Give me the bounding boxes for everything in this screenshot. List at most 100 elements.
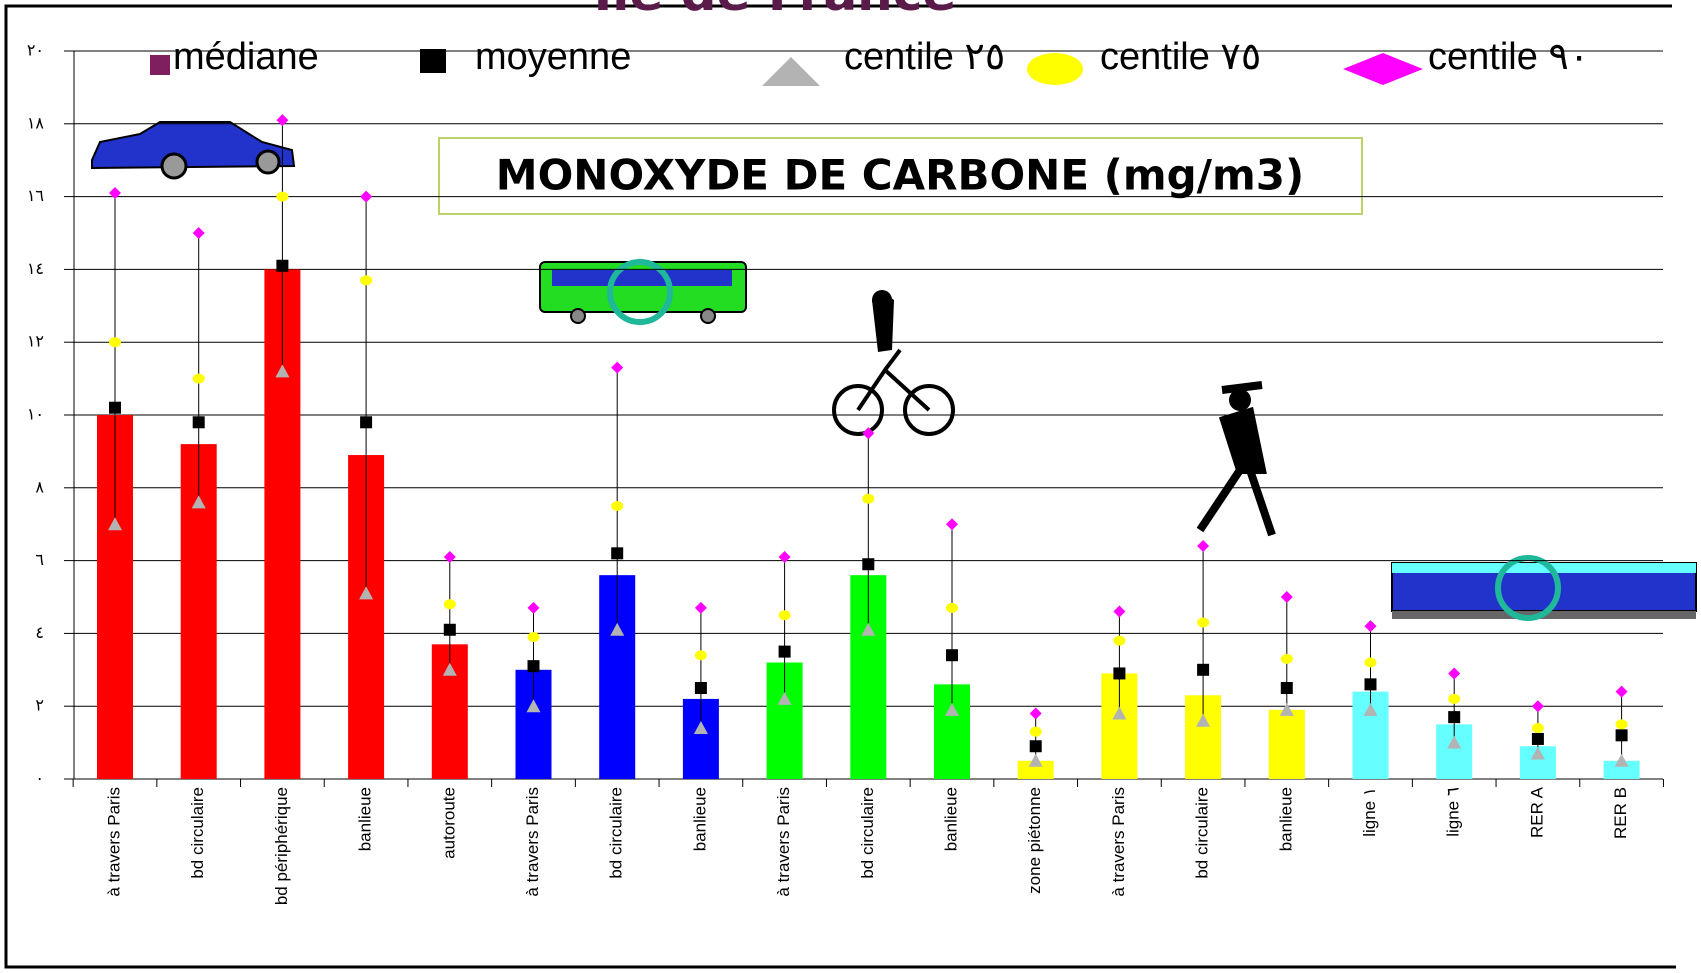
- mean-marker: [778, 645, 791, 658]
- p90-marker: [360, 190, 373, 203]
- bar: [1017, 760, 1054, 779]
- mean-marker: [1615, 729, 1628, 742]
- p25-marker: [275, 364, 290, 378]
- legend-item: médiane: [150, 36, 319, 78]
- p90-marker: [192, 227, 205, 239]
- p25-marker: [1112, 706, 1127, 720]
- mean-marker: [862, 558, 875, 571]
- legend-item: moyenne: [420, 36, 631, 78]
- p75-marker: [443, 599, 456, 610]
- p75-marker: [1113, 635, 1126, 646]
- chart-title: Ile de France: [594, 0, 957, 22]
- p75-marker: [1197, 617, 1210, 628]
- p75-marker: [527, 632, 540, 643]
- x-tick-label: autoroute: [439, 787, 458, 859]
- y-tick-label: ٢٠: [27, 41, 44, 60]
- p25-marker: [108, 517, 122, 531]
- chart-subtitle: MONOXYDE DE CARBONE (mg/m3): [496, 151, 1304, 200]
- y-tick-label: ١٢: [27, 332, 44, 351]
- p90-marker: [862, 427, 875, 440]
- p25-marker: [777, 691, 792, 705]
- x-tick-label: banlieue: [1276, 787, 1295, 851]
- legend-swatch: [762, 57, 820, 86]
- x-tick-label: bd circulaire: [1193, 787, 1212, 879]
- y-tick-label: ٠: [35, 769, 44, 788]
- y-tick-label: ٢: [35, 696, 44, 715]
- legend-item: centile ٢٥: [762, 36, 1005, 86]
- x-tick-label: bd circulaire: [858, 787, 877, 879]
- frame: [4, 4, 1676, 969]
- x-tick-label: bd périphérique: [272, 787, 291, 905]
- p75-marker: [276, 191, 289, 202]
- p75-marker: [1280, 653, 1293, 664]
- p25-marker: [1614, 753, 1629, 767]
- p90-marker: [1197, 540, 1210, 553]
- x-tick-label: à travers Paris: [1109, 787, 1128, 897]
- p75-marker: [778, 610, 791, 621]
- mean-marker: [1364, 678, 1377, 691]
- p25-marker: [1363, 702, 1378, 716]
- mean-marker: [1197, 663, 1210, 676]
- legend-label: centile ٩٠: [1428, 36, 1589, 78]
- p25-marker: [359, 586, 374, 600]
- p90-marker: [1029, 707, 1042, 720]
- legend-label: médiane: [173, 36, 319, 78]
- legend-swatch: [1343, 53, 1423, 85]
- legend-swatch: [1027, 53, 1083, 85]
- legend-item: centile ٩٠: [1343, 36, 1589, 85]
- train-icon: [1391, 555, 1697, 621]
- p90-marker: [1113, 605, 1126, 618]
- x-tick-label: RER B: [1611, 787, 1630, 839]
- p90-marker: [527, 601, 540, 614]
- p90-marker: [443, 550, 456, 563]
- p90-marker: [611, 361, 624, 374]
- p90-marker: [1364, 620, 1377, 633]
- p75-marker: [694, 650, 707, 661]
- p25-marker: [1530, 746, 1545, 760]
- p25-marker: [610, 622, 625, 636]
- mean-marker: [527, 660, 540, 673]
- x-tick-label: à travers Paris: [774, 787, 793, 897]
- x-tick-label: banlieue: [941, 787, 960, 851]
- p25-marker: [861, 622, 876, 636]
- y-tick-label: ٨: [35, 477, 44, 496]
- bar: [1268, 709, 1305, 779]
- p75-marker: [611, 501, 624, 511]
- p25-marker: [693, 721, 708, 735]
- x-tick-label: bd circulaire: [188, 787, 207, 879]
- p90-marker: [1615, 685, 1628, 698]
- p25-marker: [1028, 753, 1043, 767]
- p90-marker: [1280, 591, 1293, 603]
- mean-marker: [1113, 667, 1126, 680]
- p75-marker: [360, 275, 373, 286]
- y-tick-label: ١٠: [27, 405, 44, 424]
- mean-marker: [694, 682, 707, 694]
- legend-label: centile ٢٥: [844, 36, 1005, 78]
- bus-icon: [539, 259, 747, 325]
- y-tick-label: ١٨: [27, 113, 45, 132]
- x-tick-label: RER A: [1527, 786, 1546, 838]
- x-tick-label: à travers Paris: [523, 787, 542, 897]
- subtitle-box: [438, 137, 1363, 215]
- p25-marker: [191, 495, 206, 509]
- p90-marker: [276, 114, 289, 127]
- p25-marker: [1447, 735, 1462, 749]
- p75-marker: [862, 493, 875, 504]
- p25-marker: [945, 702, 959, 716]
- p75-marker: [192, 373, 205, 384]
- mean-marker: [1280, 682, 1293, 694]
- mean-marker: [192, 416, 205, 429]
- legend-label: centile ٧٥: [1100, 36, 1261, 78]
- p75-marker: [1364, 657, 1377, 668]
- walker-icon: [1196, 381, 1276, 537]
- p75-marker: [1615, 719, 1628, 730]
- p75-marker: [1448, 693, 1461, 704]
- legend-swatch: [150, 55, 170, 75]
- x-tick-label: banlieue: [690, 787, 709, 851]
- x-tick-label: zone piétonne: [1025, 787, 1044, 894]
- legend-label: moyenne: [475, 36, 631, 78]
- p90-marker: [946, 518, 958, 531]
- mean-marker: [611, 547, 624, 560]
- p25-marker: [526, 699, 541, 713]
- bike-icon: [832, 290, 955, 436]
